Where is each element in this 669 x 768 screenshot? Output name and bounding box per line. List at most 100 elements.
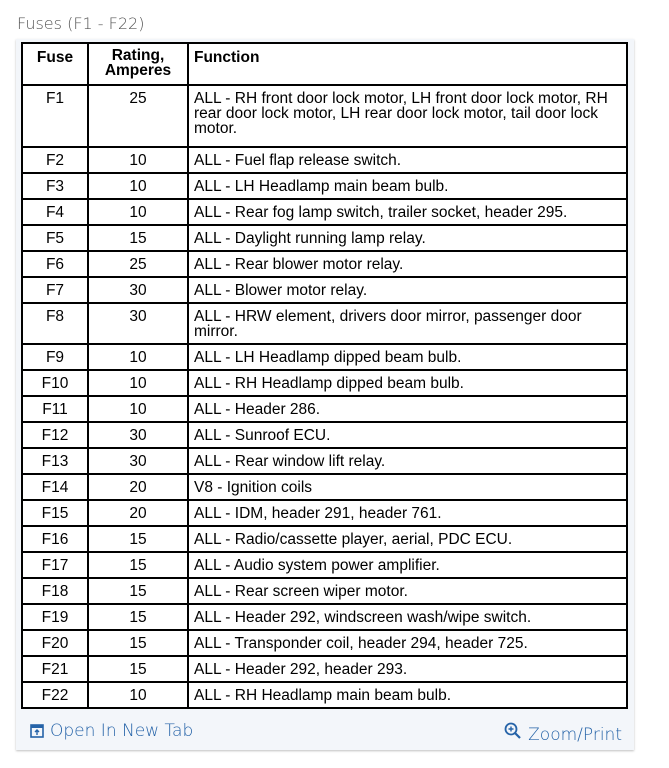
table-row: F2 10 ALL - Fuel flap release switch. (21, 146, 628, 174)
rating-cell: 10 (87, 146, 189, 174)
fuse-cell: F21 (21, 655, 89, 683)
image-card: Fuse Rating, Amperes Function F1 25 ALL - … (16, 39, 634, 750)
fuse-cell: F14 (21, 473, 89, 501)
function-cell: ALL - RH Headlamp dipped beam bulb. (187, 369, 628, 397)
table-row: F6 25 ALL - Rear blower motor relay. (21, 250, 628, 278)
fuse-cell: F7 (21, 276, 89, 304)
function-cell: ALL - Audio system power amplifier. (187, 551, 628, 579)
table-row: F22 10 ALL - RH Headlamp main beam bulb. (21, 681, 628, 709)
rating-cell: 10 (87, 395, 189, 423)
header-rating-line2: Amperes (104, 62, 172, 79)
header-fuse: Fuse (21, 42, 89, 86)
table-row: F16 15 ALL - Radio/cassette player, aerial… (21, 525, 628, 553)
function-cell: ALL - HRW element, drivers door mirror, … (187, 302, 628, 345)
table-row: F9 10 ALL - LH Headlamp dipped beam bulb. (21, 343, 628, 371)
rating-cell: 15 (87, 629, 189, 657)
table-row: F19 15 ALL - Header 292, windscreen wash/w… (21, 603, 628, 631)
rating-cell: 15 (87, 577, 189, 605)
function-cell: ALL - Fuel flap release switch. (187, 146, 628, 174)
rating-cell: 15 (87, 603, 189, 631)
rating-cell: 30 (87, 421, 189, 449)
function-cell: ALL - Daylight running lamp relay. (187, 224, 628, 252)
table-row: F13 30 ALL - Rear window lift relay. (21, 447, 628, 475)
open-in-new-tab-icon (30, 724, 44, 738)
function-cell: ALL - Rear fog lamp switch, trailer sock… (187, 198, 628, 226)
open-in-new-tab-link[interactable]: Open In New Tab (30, 721, 193, 741)
rating-cell: 20 (87, 473, 189, 501)
zoom-print-link[interactable]: Zoom/Print (504, 717, 622, 745)
rating-cell: 10 (87, 172, 189, 200)
rating-cell: 25 (87, 84, 189, 148)
table-row: F1 25 ALL - RH front door lock motor, LH f… (21, 84, 628, 148)
rating-cell: 15 (87, 551, 189, 579)
fuse-cell: F20 (21, 629, 89, 657)
table-row: F3 10 ALL - LH Headlamp main beam bulb. (21, 172, 628, 200)
table-row: F7 30 ALL - Blower motor relay. (21, 276, 628, 304)
function-cell: ALL - Header 292, windscreen wash/wipe s… (187, 603, 628, 631)
function-cell: ALL - LH Headlamp dipped beam bulb. (187, 343, 628, 371)
fuse-cell: F16 (21, 525, 89, 553)
fuse-cell: F4 (21, 198, 89, 226)
table-row: F14 20 V8 - Ignition coils (21, 473, 628, 501)
table-row: F17 15 ALL - Audio system power amplifier. (21, 551, 628, 579)
fuse-cell: F13 (21, 447, 89, 475)
fuse-cell: F1 (21, 84, 89, 148)
rating-cell: 25 (87, 250, 189, 278)
header-function: Function (187, 42, 628, 86)
fuse-cell: F15 (21, 499, 89, 527)
rating-cell: 10 (87, 369, 189, 397)
table-row: F11 10 ALL - Header 286. (21, 395, 628, 423)
function-cell: ALL - Rear window lift relay. (187, 447, 628, 475)
function-cell: V8 - Ignition coils (187, 473, 628, 501)
fuse-cell: F5 (21, 224, 89, 252)
function-cell: ALL - Blower motor relay. (187, 276, 628, 304)
table-row: F21 15 ALL - Header 292, header 293. (21, 655, 628, 683)
rating-cell: 10 (87, 343, 189, 371)
function-cell: ALL - Rear screen wiper motor. (187, 577, 628, 605)
table-row: F4 10 ALL - Rear fog lamp switch, trailer … (21, 198, 628, 226)
table-row: F10 10 ALL - RH Headlamp dipped beam bulb. (21, 369, 628, 397)
table-header-row: Fuse Rating, Amperes Function (21, 42, 628, 86)
rating-cell: 30 (87, 447, 189, 475)
fuse-cell: F17 (21, 551, 89, 579)
fuse-cell: F12 (21, 421, 89, 449)
rating-cell: 15 (87, 525, 189, 553)
card-footer: Open In New Tab Zoom/Print (16, 711, 634, 750)
table-row: F5 15 ALL - Daylight running lamp relay. (21, 224, 628, 252)
rating-cell: 30 (87, 302, 189, 345)
function-cell: ALL - Transponder coil, header 294, head… (187, 629, 628, 657)
function-cell: ALL - RH Headlamp main beam bulb. (187, 681, 628, 709)
magnifier-plus-icon (504, 722, 521, 739)
fuse-cell: F6 (21, 250, 89, 278)
rating-cell: 15 (87, 655, 189, 683)
fuse-cell: F11 (21, 395, 89, 423)
open-in-new-tab-label: Open In New Tab (50, 721, 194, 741)
zoom-print-label: Zoom/Print (528, 725, 622, 745)
fuse-cell: F3 (21, 172, 89, 200)
header-rating-line1: Rating, (111, 47, 165, 64)
function-cell: ALL - Header 292, header 293. (187, 655, 628, 683)
function-cell: ALL - RH front door lock motor, LH front… (187, 84, 628, 148)
rating-cell: 10 (87, 198, 189, 226)
fuse-table: Fuse Rating, Amperes Function F1 25 ALL - … (21, 42, 628, 709)
header-rating: Rating, Amperes (87, 42, 189, 86)
function-cell: ALL - LH Headlamp main beam bulb. (187, 172, 628, 200)
rating-cell: 10 (87, 681, 189, 709)
rating-cell: 20 (87, 499, 189, 527)
function-cell: ALL - Rear blower motor relay. (187, 250, 628, 278)
rating-cell: 15 (87, 224, 189, 252)
function-cell: ALL - Radio/cassette player, aerial, PDC… (187, 525, 628, 553)
fuse-cell: F10 (21, 369, 89, 397)
table-row: F18 15 ALL - Rear screen wiper motor. (21, 577, 628, 605)
table-row: F12 30 ALL - Sunroof ECU. (21, 421, 628, 449)
page-title: Fuses (F1 - F22) (17, 14, 145, 33)
function-cell: ALL - Header 286. (187, 395, 628, 423)
function-cell: ALL - Sunroof ECU. (187, 421, 628, 449)
function-cell: ALL - IDM, header 291, header 761. (187, 499, 628, 527)
fuse-cell: F8 (21, 302, 89, 345)
fuse-cell: F19 (21, 603, 89, 631)
fuse-cell: F22 (21, 681, 89, 709)
table-row: F8 30 ALL - HRW element, drivers door mirr… (21, 302, 628, 345)
table-row: F15 20 ALL - IDM, header 291, header 761. (21, 499, 628, 527)
table-row: F20 15 ALL - Transponder coil, header 294,… (21, 629, 628, 657)
